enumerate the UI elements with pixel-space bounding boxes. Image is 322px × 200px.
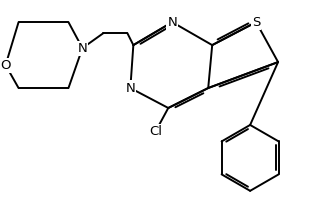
Text: O: O [0,59,11,72]
Text: N: N [126,82,135,95]
Text: N: N [78,42,87,55]
Text: N: N [167,16,177,29]
Text: S: S [252,16,260,29]
Text: Cl: Cl [149,125,162,138]
